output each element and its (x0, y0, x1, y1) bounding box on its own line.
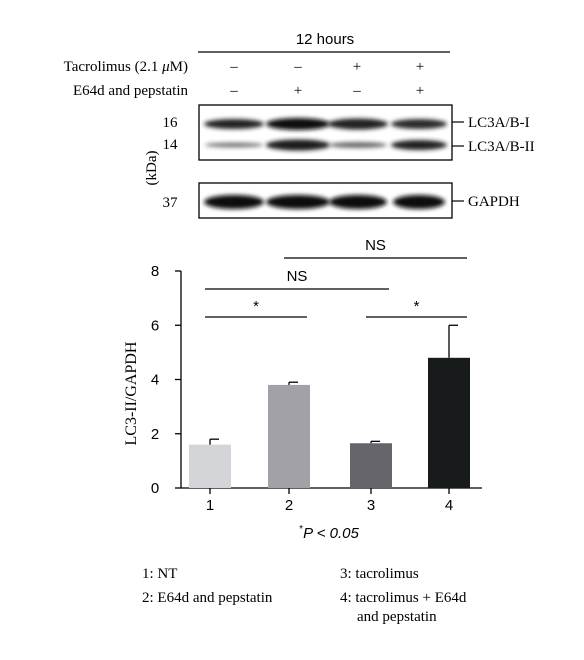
lane-sign: – (229, 83, 238, 99)
bar-3 (350, 443, 392, 488)
pvalue-note: *P < 0.05 (299, 524, 359, 542)
y-axis-label: LC3-II/GAPDH (123, 341, 140, 445)
lc3-blot-panel (198, 104, 453, 161)
legend-item-2: 2: E64d and pepstatin (142, 590, 273, 606)
lc3-ii-band (266, 139, 330, 151)
significance-label: * (253, 298, 259, 315)
lane-sign: + (416, 59, 424, 75)
y-tick-label: 8 (151, 263, 159, 280)
x-tick-label: 4 (445, 497, 453, 514)
bar-2 (268, 384, 310, 488)
marker-14: 14 (163, 137, 179, 153)
gapdh-bands (204, 195, 445, 209)
bars (189, 357, 470, 488)
lc3-i-band (391, 119, 447, 129)
lane-sign: + (294, 83, 302, 99)
x-tick-label: 3 (367, 497, 375, 514)
lane-signs: – – + + – + – + (229, 59, 424, 99)
band-label-lc3-ii: LC3A/B-II (468, 139, 535, 155)
kda-label: (kDa) (144, 151, 160, 186)
y-tick-label: 4 (151, 372, 159, 389)
lane-sign: – (293, 59, 302, 75)
lane-sign: – (229, 59, 238, 75)
lane-sign: – (352, 83, 361, 99)
lc3-i-band (204, 119, 264, 129)
bar-1 (189, 444, 231, 488)
error-bars (209, 324, 458, 445)
lane-sign: + (416, 83, 424, 99)
bar-4 (428, 357, 470, 488)
time-label: 12 hours (296, 31, 354, 48)
legend-item-1: 1: NT (142, 566, 178, 582)
x-tick-label: 2 (285, 497, 293, 514)
e64d-row-label: E64d and pepstatin (73, 83, 188, 99)
tacrolimus-row-label: Tacrolimus (2.1 μM) (64, 59, 188, 75)
band-label-lc3-i: LC3A/B-I (468, 115, 530, 131)
significance-brackets: * * NS NS (205, 237, 467, 318)
bar-chart: 0 2 4 6 8 1 2 3 4 * * NS NS LC3-II/GAPDH (123, 237, 482, 514)
lc3-i-band (328, 118, 388, 130)
lc3-i-band (266, 118, 330, 130)
significance-label: NS (287, 268, 308, 285)
x-axis: 1 2 3 4 (181, 487, 482, 514)
gapdh-band (266, 195, 330, 209)
marker-16: 16 (163, 115, 179, 131)
gapdh-band (329, 195, 387, 209)
lane-sign: + (353, 59, 361, 75)
legend-item-4-cont: and pepstatin (357, 609, 437, 625)
x-tick-label: 1 (206, 497, 214, 514)
lc3-ii-band (329, 142, 387, 148)
gapdh-band (204, 195, 264, 209)
significance-label: * (414, 298, 420, 315)
legend-item-3: 3: tacrolimus (340, 566, 419, 582)
y-axis: 0 2 4 6 8 (151, 263, 182, 497)
lc3-ii-band (205, 142, 263, 148)
significance-label: NS (365, 237, 386, 254)
band-label-gapdh: GAPDH (468, 194, 520, 210)
y-tick-label: 0 (151, 480, 159, 497)
gapdh-band (393, 195, 445, 209)
lc3-ii-band (391, 140, 447, 150)
lc3-bands (204, 118, 447, 151)
y-tick-label: 6 (151, 317, 159, 334)
marker-37: 37 (163, 195, 179, 211)
y-tick-label: 2 (151, 426, 159, 443)
legend-item-4: 4: tacrolimus + E64d (340, 590, 467, 606)
gapdh-blot-panel (198, 182, 453, 219)
